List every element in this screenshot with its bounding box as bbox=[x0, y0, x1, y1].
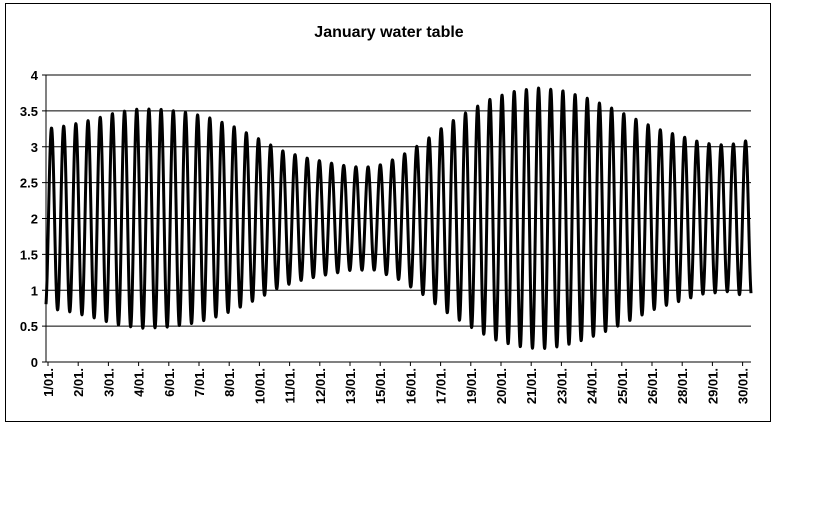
chart-svg: January water table 0 0.5 1 1.5 2 2.5 3 3.5 4 1/… bbox=[20, 24, 753, 404]
x-tick-label: 6/01. bbox=[162, 368, 177, 397]
x-tick-label: 13/01. bbox=[343, 368, 358, 404]
y-tick-label: 1 bbox=[31, 283, 38, 298]
x-tick-label: 25/01. bbox=[615, 368, 630, 404]
axes bbox=[42, 74, 751, 366]
x-tick-label: 2/01. bbox=[71, 368, 86, 397]
x-tick-label: 23/01. bbox=[554, 368, 569, 404]
x-tick-label: 21/01. bbox=[524, 368, 539, 404]
chart-frame: January water table 0 0.5 1 1.5 2 2.5 3 3.5 4 1/… bbox=[5, 3, 771, 422]
y-tick-label: 2 bbox=[31, 212, 38, 227]
x-tick-label: 20/01. bbox=[494, 368, 509, 404]
y-tick-label: 2.5 bbox=[20, 176, 38, 191]
x-tick-label: 3/01. bbox=[101, 368, 116, 397]
x-tick-label: 24/01. bbox=[585, 368, 600, 404]
y-tick-label: 0 bbox=[31, 355, 38, 370]
x-tick-label: 1/01. bbox=[41, 368, 56, 397]
x-tick-label: 28/01. bbox=[675, 368, 690, 404]
x-tick-label: 8/01. bbox=[222, 368, 237, 397]
y-tick-label: 0.5 bbox=[20, 319, 38, 334]
x-tick-label: 15/01. bbox=[373, 368, 388, 404]
plot-area bbox=[44, 86, 753, 350]
x-tick-label: 7/01. bbox=[192, 368, 207, 397]
x-tick-label: 17/01. bbox=[434, 368, 449, 404]
x-tick-label: 30/01. bbox=[736, 368, 751, 404]
x-tick-label: 16/01. bbox=[403, 368, 418, 404]
x-tick-label: 29/01. bbox=[705, 368, 720, 404]
water-level-line bbox=[44, 86, 753, 350]
x-tick-label: 12/01. bbox=[313, 368, 328, 404]
x-tick-label: 19/01. bbox=[464, 368, 479, 404]
x-tick-label: 11/01. bbox=[283, 368, 298, 403]
chart-title: January water table bbox=[314, 24, 464, 41]
y-tick-label: 1.5 bbox=[20, 247, 38, 262]
y-tick-labels: 0 0.5 1 1.5 2 2.5 3 3.5 4 bbox=[20, 68, 39, 370]
y-tick-label: 3.5 bbox=[20, 104, 38, 119]
y-tick-label: 3 bbox=[31, 140, 38, 155]
x-tick-label: 26/01. bbox=[645, 368, 660, 404]
x-tick-label: 4/01. bbox=[132, 368, 147, 397]
x-tick-label: 10/01. bbox=[252, 368, 267, 404]
x-tick-labels: 1/01. 2/01. 3/01. 4/01. 6/01. 7/01. 8/01. 10/01… bbox=[41, 368, 751, 404]
y-tick-label: 4 bbox=[31, 68, 39, 83]
